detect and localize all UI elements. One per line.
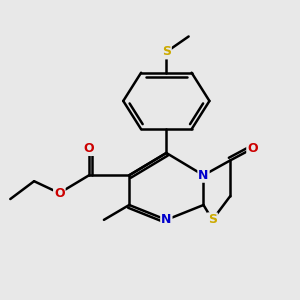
Text: N: N — [198, 169, 209, 182]
Text: O: O — [54, 187, 65, 200]
Text: S: S — [208, 213, 217, 226]
Text: O: O — [84, 142, 94, 155]
Text: N: N — [161, 213, 172, 226]
Text: O: O — [247, 142, 258, 155]
Text: S: S — [162, 45, 171, 58]
